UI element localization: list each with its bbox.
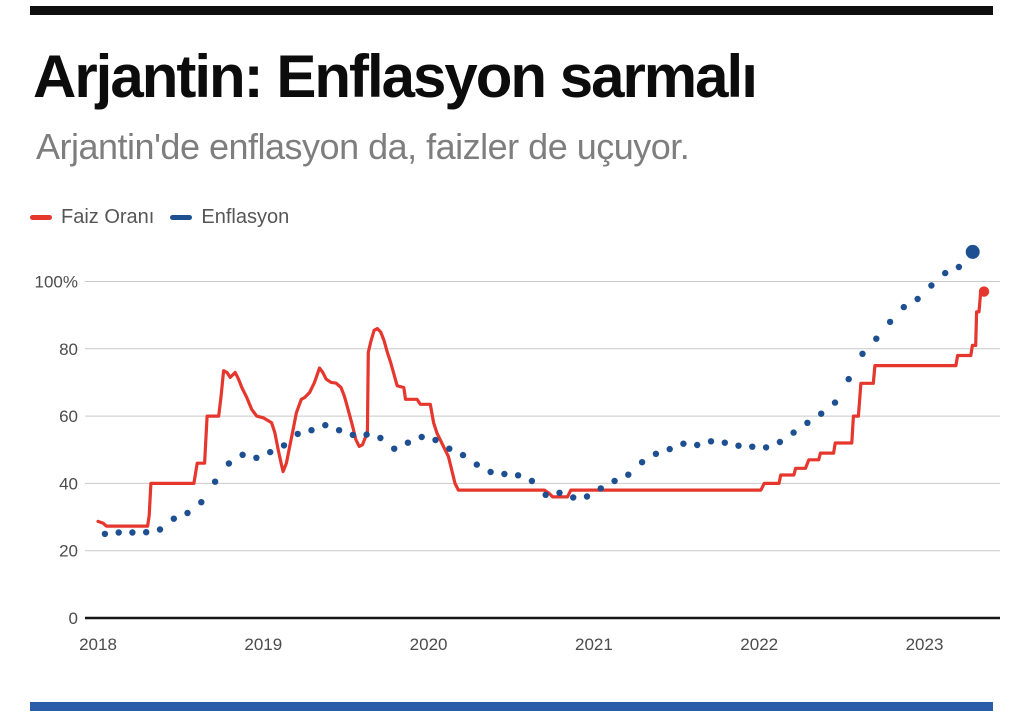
x-tick-label: 2019	[244, 635, 282, 654]
inflation-dot	[459, 451, 467, 459]
inflation-dot	[680, 440, 687, 447]
inflation-swatch-icon	[170, 215, 193, 220]
legend-label-faiz-orani: Faiz Oranı	[61, 206, 155, 228]
inflation-dot	[955, 263, 963, 271]
accent-bar-top	[30, 6, 993, 15]
inflation-dot	[556, 489, 563, 496]
inflation-dot	[749, 443, 756, 450]
x-tick-label: 2020	[410, 635, 448, 654]
inflation-dot	[253, 454, 260, 461]
inflation-dot	[514, 472, 522, 479]
inflation-dot	[652, 450, 660, 457]
chart-legend: Faiz Oranı Enflasyon	[28, 202, 291, 233]
interest-rate-swatch-icon	[30, 215, 52, 220]
inflation-dot	[280, 442, 288, 449]
x-tick-label: 2018	[79, 635, 117, 654]
inflation-dot	[528, 477, 536, 485]
inflation-dot	[776, 438, 784, 446]
inflation-dot	[156, 526, 164, 533]
inflation-dot	[818, 410, 825, 417]
inflation-dot	[143, 529, 150, 536]
x-tick-label: 2023	[906, 635, 944, 654]
inflation-dot	[377, 434, 384, 442]
inflation-last-point	[965, 244, 980, 259]
legend-label-enflasyon: Enflasyon	[201, 206, 290, 228]
inflation-dot	[721, 439, 728, 446]
y-tick-label: 0	[69, 609, 78, 628]
interest-rate-line	[96, 290, 986, 528]
inflation-dot	[349, 431, 356, 439]
inflation-dot	[418, 433, 425, 441]
inflation-dot	[804, 419, 811, 426]
inflation-dot	[115, 529, 122, 536]
inflation-dot	[294, 430, 301, 438]
inflation-dot	[129, 529, 136, 536]
page-subtitle: Arjantin'de enflasyon da, faizler de uçu…	[36, 126, 690, 167]
y-tick-label: 100%	[35, 273, 78, 292]
inflation-dot	[432, 436, 439, 444]
inflation-dot	[638, 459, 646, 466]
inflation-dot	[611, 477, 618, 485]
inflation-dot	[873, 335, 880, 342]
inflation-dot	[211, 478, 219, 485]
chart-plot-area: 0 20 40 60 80 100% 2018 2019 2020 2021 2022 2023	[35, 244, 1000, 654]
legend-item-faiz-orani: Faiz Oranı	[28, 202, 156, 233]
inflation-dot	[900, 303, 907, 311]
inflation-dot	[101, 530, 109, 538]
inflation-dot	[666, 445, 673, 453]
inflation-dot	[762, 444, 770, 451]
inflation-dot	[198, 499, 205, 506]
inflation-dot	[473, 461, 480, 468]
inflation-dot	[735, 442, 742, 449]
inflation-dot	[859, 350, 866, 357]
inflation-dot	[845, 375, 852, 383]
inflation-dot	[308, 427, 315, 434]
inflation-dot	[707, 438, 715, 445]
inflation-dot	[570, 494, 577, 501]
inflation-dot	[597, 485, 604, 492]
inflation-dot	[487, 468, 494, 476]
inflation-dot	[886, 318, 894, 326]
inflation-dot	[446, 445, 453, 452]
x-tick-label: 2021	[575, 635, 613, 654]
inflation-dot	[928, 282, 935, 289]
y-tick-label: 40	[59, 474, 78, 493]
inflation-dot	[184, 509, 191, 517]
inflation-dot	[322, 422, 329, 429]
inflation-dot	[170, 515, 177, 522]
inflation-dot	[267, 448, 274, 456]
page-title: Arjantin: Enflasyon sarmalı	[33, 43, 758, 110]
inflation-dot	[239, 451, 246, 458]
inflation-dot	[694, 441, 701, 449]
inflation-dot	[583, 493, 591, 500]
accent-bar-bottom	[30, 702, 993, 711]
y-tick-label: 60	[59, 407, 78, 426]
interest-rate-last-point	[978, 286, 990, 297]
inflation-dot	[225, 460, 233, 467]
inflation-dot	[914, 295, 921, 303]
inflation-dot	[831, 399, 839, 406]
x-tick-label: 2022	[740, 635, 778, 654]
inflation-dot	[625, 471, 632, 478]
inflation-dot	[542, 491, 549, 498]
inflation-dot	[335, 427, 343, 434]
legend-item-enflasyon: Enflasyon	[168, 202, 291, 233]
inflation-dot	[404, 439, 412, 446]
y-tick-label: 80	[59, 340, 78, 359]
inflation-dot	[501, 470, 508, 478]
y-tick-label: 20	[59, 542, 78, 561]
inflation-dot	[790, 429, 797, 436]
inflation-dot	[942, 269, 949, 277]
inflation-dot	[391, 445, 398, 452]
inflation-dot	[363, 431, 370, 438]
